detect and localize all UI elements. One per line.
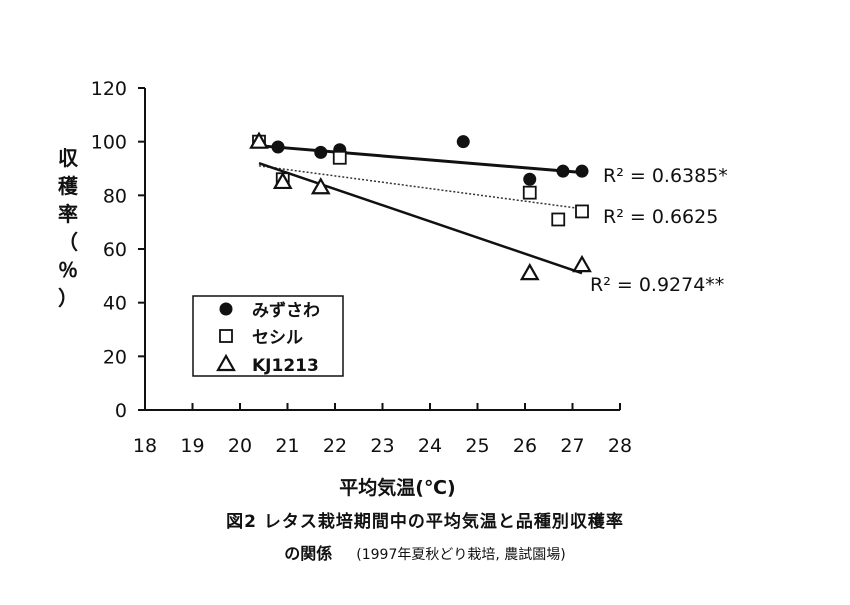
x-tick-label: 24	[418, 435, 442, 457]
r2-labels: R² = 0.6385* R² = 0.6625 R² = 0.9274**	[590, 165, 728, 296]
r2-label-series-2: R² = 0.6625	[603, 206, 718, 228]
y-axis-label-char: 穫	[58, 174, 79, 198]
x-tick-label: 22	[323, 435, 347, 457]
legend-label-1: みずさわ	[252, 301, 320, 321]
data-point-series-2	[575, 204, 589, 219]
y-tick-label: 0	[115, 400, 127, 422]
x-tick-label: 18	[133, 435, 157, 457]
y-axis-label-char: ）	[58, 286, 78, 310]
data-point-series-1	[523, 172, 537, 186]
x-tick-label: 28	[608, 435, 632, 457]
data-point-series-1	[575, 164, 589, 178]
r2-label-series-3: R² = 0.9274**	[590, 274, 724, 296]
data-point-series-3	[572, 254, 592, 273]
x-tick-label: 23	[370, 435, 394, 457]
y-tick-label: 60	[103, 239, 127, 261]
x-tick-label: 20	[228, 435, 252, 457]
axes: 0 20 40 60 80 100 120 18 19 20 21 22 23 24 25 26 27 28 平均気…	[58, 78, 632, 499]
x-tick-label: 26	[513, 435, 537, 457]
figure-caption-note: (1997年夏秋どり栽培, 農試園場)	[356, 547, 566, 563]
x-tick-label: 25	[465, 435, 489, 457]
x-axis-label: 平均気温(℃)	[339, 476, 455, 499]
legend-marker-1	[219, 302, 233, 316]
chart: 0 20 40 60 80 100 120 18 19 20 21 22 23 24 25 26 27 28 平均気…	[58, 78, 728, 499]
y-tick-label: 20	[103, 346, 127, 368]
y-axis-label-char: 収	[58, 146, 79, 170]
trendlines	[258, 144, 583, 275]
y-axis-label: 収穫率 （ ％ ）	[58, 146, 79, 310]
y-tick-label: 40	[103, 293, 127, 315]
y-tick-label: 80	[103, 185, 127, 207]
data-point-series-2	[551, 212, 566, 227]
x-tick-label: 19	[180, 435, 204, 457]
data-points	[249, 131, 592, 281]
x-tick-label: 21	[275, 435, 299, 457]
y-axis-label-char: （	[58, 230, 78, 254]
x-tick-label: 27	[560, 435, 584, 457]
legend-marker-3	[216, 353, 236, 372]
y-tick-label: 120	[91, 78, 127, 100]
data-point-series-1	[271, 140, 285, 154]
data-point-series-1	[556, 164, 570, 178]
legend-label-2: セシル	[252, 328, 303, 348]
data-point-series-3	[272, 171, 293, 190]
legend-box	[192, 295, 344, 377]
data-point-series-2	[522, 185, 537, 200]
r2-label-series-1: R² = 0.6385*	[603, 165, 728, 187]
data-point-series-3	[519, 262, 540, 281]
figure-caption-line1: 図2 レタス栽培期間中の平均気温と品種別収穫率	[226, 512, 624, 532]
legend-label-3: KJ1213	[252, 356, 319, 376]
figure-caption-line2: の関係 (1997年夏秋どり栽培, 農試園場)	[0, 540, 850, 564]
trendline-1	[258, 144, 583, 175]
y-tick-label: 100	[91, 132, 127, 154]
trendline-3	[258, 161, 583, 275]
data-point-series-2	[332, 150, 347, 165]
data-point-series-3	[249, 131, 269, 149]
data-point-series-1	[314, 145, 328, 159]
y-axis-label-char: 率	[58, 202, 78, 226]
y-axis-label-char: ％	[58, 258, 78, 282]
figure-caption-main: の関係	[284, 544, 333, 563]
data-point-series-3	[310, 177, 331, 195]
legend-marker-2	[219, 329, 233, 343]
data-point-series-1	[456, 135, 470, 149]
